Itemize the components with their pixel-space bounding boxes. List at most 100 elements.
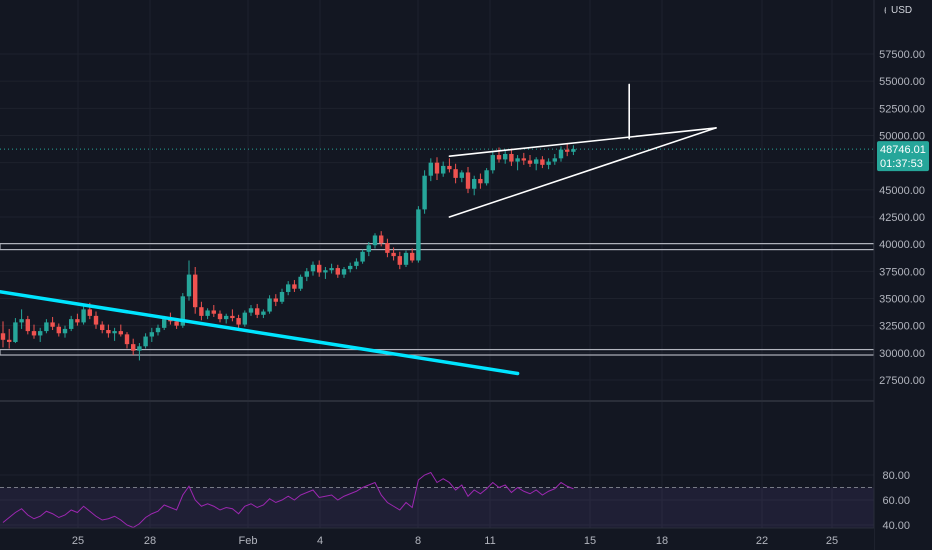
candle-body [87,309,92,316]
candle-body [298,276,303,289]
chart-grid [0,0,874,528]
candle-body [565,149,570,152]
candle-body [25,319,30,332]
candle-body [310,264,316,272]
price-tick-label: 52500.00 [879,103,925,115]
candle-body [422,175,427,210]
candle-body [180,296,185,326]
candle-body [155,327,161,333]
candle-body [50,322,55,327]
candle-body [124,334,130,345]
price-tick-label: 50000.00 [879,131,925,143]
candle-body [490,155,495,171]
candle-body [465,172,471,189]
time-tick-label: Feb [239,535,258,547]
candle-body [366,245,371,252]
candle-body [143,336,148,347]
trendline-line [0,289,520,376]
price-tick-label: 57500.00 [879,49,925,61]
rsi-tick-label: 80.00 [882,470,910,482]
candle-body [534,159,539,164]
price-tick-label: 32500.00 [879,321,925,333]
drawn-lines [0,83,717,376]
wedge-upper-line [448,127,717,157]
price-axis[interactable]: 6057500.0055000.0052500.0050000.0047500.… [873,0,932,550]
candle-body [131,344,136,351]
candle-body [292,284,297,289]
candle-body [391,252,396,257]
candle-body [137,346,142,351]
time-tick-label: 15 [584,535,596,547]
candle-body [75,319,80,323]
candle-body [0,333,6,340]
candle-body [527,160,533,164]
candle-body [403,252,409,265]
candle-body [174,321,179,326]
candle-body [230,315,235,319]
candle-body [459,172,464,178]
candle-body [279,291,285,302]
time-tick-label: 11 [484,535,495,547]
candle-body [217,313,223,320]
candle-body [193,274,198,308]
candle-body [317,264,322,273]
candle-body [186,274,192,297]
rsi-tick-label: 40.00 [882,520,910,532]
candle-body [515,158,520,162]
support-bands [0,243,875,356]
candle-body [323,270,328,273]
candle-body [81,309,86,323]
candle-body [453,169,458,178]
candle-body [441,165,446,174]
candle-body [106,330,111,334]
candle-body [199,307,204,316]
rsi-tick-label: 60.00 [882,495,910,507]
candle-body [397,256,402,265]
candle-body [571,149,576,152]
candle-body [354,261,359,266]
price-tick-label: 45000.00 [879,185,925,197]
candle-body [447,165,452,170]
candle-body [224,315,229,320]
time-axis-bg [0,528,874,550]
candle-body [341,269,347,275]
candle-body [69,319,74,329]
candle-body [261,311,266,315]
candle-body [286,284,291,292]
candle-body [38,331,43,336]
candle-body [472,178,477,189]
candle-body [304,271,309,277]
candlestick-series [0,143,874,361]
time-tick-label: 25 [826,535,838,547]
time-axis[interactable]: 25 28 Feb 4 8 11 15 18 22 25 [0,527,874,550]
candle-body [503,153,508,160]
candle-body [112,331,117,334]
candle-body [211,310,216,314]
wedge-lower-line [448,127,717,218]
price-tick-label: 55000.00 [879,76,925,88]
candle-body [93,315,99,325]
rsi-series [2,471,574,529]
candle-body [149,332,154,337]
candle-body [552,158,557,162]
currency-label[interactable]: USD [886,3,918,18]
candle-body [205,310,210,316]
price-tick-label: 42500.00 [879,212,925,224]
time-tick-label: 18 [656,535,668,547]
candle-body [434,162,440,174]
candle-body [7,339,12,342]
candle-body [100,324,105,331]
price-tick-label: 37500.00 [879,266,925,278]
candle-body [56,326,61,334]
candle-body [329,268,334,271]
price-tick-label: 35000.00 [879,294,925,306]
candle-body [242,312,247,325]
price-tick-label: 30000.00 [879,348,925,360]
candle-body [335,268,340,275]
price-tick-label: 27500.00 [879,375,925,387]
time-tick-label: 25 [72,535,84,547]
time-tick-label: 28 [144,535,156,547]
last-price-badge [877,141,929,172]
candle-body [509,153,514,162]
